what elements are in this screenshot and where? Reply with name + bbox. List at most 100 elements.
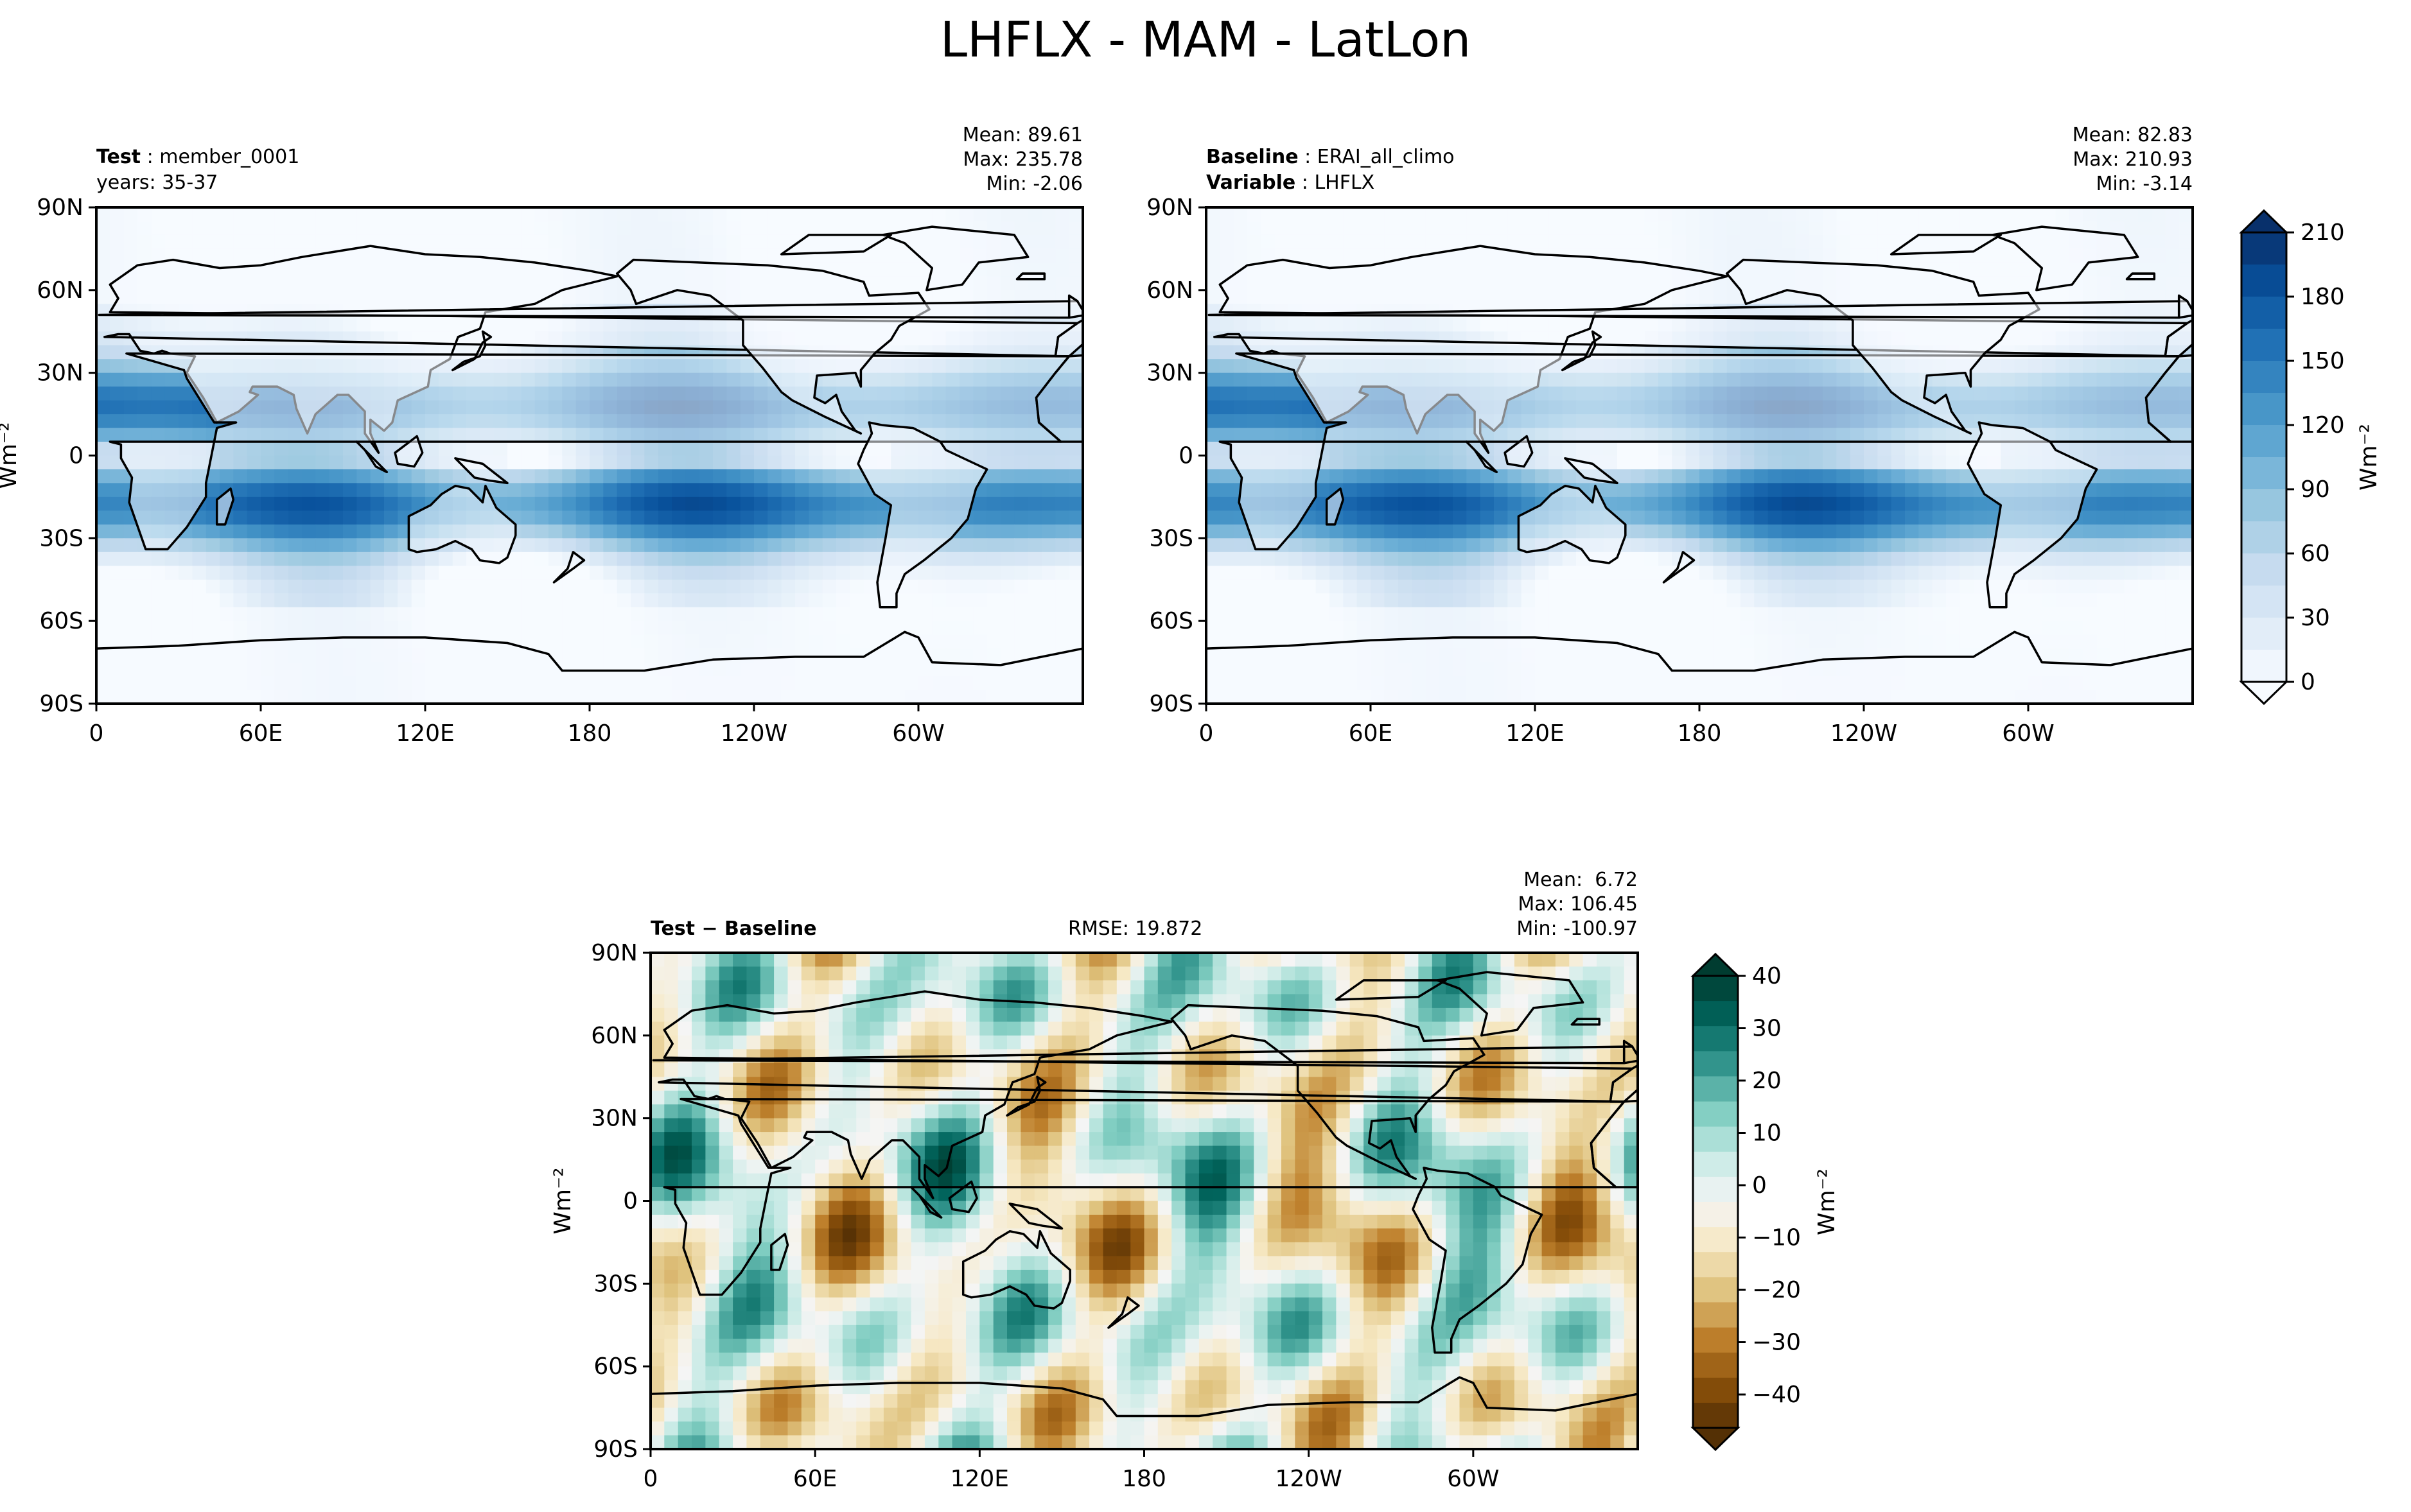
colorbar-segment — [2241, 457, 2286, 490]
colorbar-segment — [1693, 1227, 1738, 1253]
lat-tick-label: 90S — [1149, 691, 1193, 717]
lon-tick-label: 60E — [1349, 720, 1393, 747]
lat-tick-label: 0 — [623, 1188, 638, 1215]
baseline-min: Min: -3.14 — [2096, 173, 2193, 195]
lon-tick-label: 60W — [1447, 1466, 1499, 1492]
colorbar-tick-label: 10 — [1752, 1120, 1782, 1147]
coast-nz-wrap — [2096, 1298, 2126, 1328]
test-min: Min: -2.06 — [986, 173, 1083, 195]
lon-tick-label: 0 — [1199, 720, 1214, 747]
coast-africa — [663, 1097, 1626, 1296]
lat-tick-label: 90N — [591, 940, 638, 966]
lon-tick-label: 60W — [2002, 720, 2054, 747]
colorbar-tick-label: −30 — [1752, 1330, 1801, 1356]
coast-antarctica — [96, 630, 1083, 704]
colorbar-segment — [2241, 521, 2286, 554]
colorbar-segment — [1693, 1277, 1738, 1303]
colorbar-tick-label: 180 — [2301, 284, 2345, 310]
colorbar-segment — [1693, 1327, 1738, 1353]
colorbar-segment — [1693, 1126, 1738, 1152]
test-mean: Mean: 89.61 — [962, 124, 1083, 146]
colorbar-segment — [1693, 1252, 1738, 1278]
coast-iceland-wrap — [2125, 272, 2156, 281]
coast-arcticcan — [780, 234, 893, 256]
rmse-label: RMSE: 19.872 — [1068, 917, 1203, 940]
coast-sumatra-wrap — [1898, 1187, 1929, 1217]
ylabel-test: Wm⁻² — [0, 422, 22, 489]
colorbar-frame — [1692, 975, 1739, 1429]
coastlines-baseline — [1206, 225, 2193, 704]
lat-tick-label: 90S — [593, 1436, 638, 1463]
colorbar-tick-label: 90 — [2301, 476, 2330, 503]
colorbar-baseline: 210 180 150 120 90 60 30 0 Wm⁻² — [2239, 209, 2382, 706]
coast-newguinea — [454, 457, 509, 485]
test-years-label: years: 35-37 — [96, 171, 218, 194]
lat-tick-label: 90S — [39, 691, 83, 717]
coast-australia — [961, 1230, 1071, 1310]
colorbar-tick-label: 120 — [2301, 412, 2345, 439]
test-label: Test : member_0001 — [96, 146, 300, 168]
coast-borneo — [948, 1180, 978, 1213]
coast-borneo — [394, 435, 424, 468]
lat-tick-label: 0 — [1179, 443, 1193, 469]
colorbar-segment — [2241, 618, 2286, 650]
colorbar-label: Wm⁻² — [1814, 1169, 1840, 1235]
coast-australia — [407, 484, 517, 564]
coast-northamerica — [1170, 1004, 1486, 1180]
coast-eurasia-wrap — [1054, 318, 1083, 358]
coast-madagascar — [770, 1233, 789, 1271]
diff-mean: Mean: 6.72 — [1523, 869, 1638, 891]
coast-uk-wrap — [1622, 1039, 1638, 1064]
lat-tick-label: 30S — [39, 525, 83, 552]
coast-sumatra — [355, 440, 389, 474]
colorbar-segment — [1693, 1151, 1738, 1177]
lat-tick-label: 0 — [69, 443, 83, 469]
coast-borneo — [1504, 435, 1534, 468]
lon-tick-label: 60E — [793, 1466, 837, 1492]
colorbar-tick-label: 30 — [2301, 605, 2330, 631]
coast-japan — [1561, 330, 1602, 372]
colorbar-segment — [1693, 1001, 1738, 1027]
colorbar-segment — [1693, 1101, 1738, 1127]
coast-madagascar — [1325, 487, 1345, 526]
colorbar-tick-label: 60 — [2301, 541, 2330, 567]
colorbar-segment — [2241, 586, 2286, 618]
colorbar-label: Wm⁻² — [2356, 424, 2382, 491]
lon-tick-label: 180 — [1122, 1466, 1166, 1492]
coast-greenland — [1436, 971, 1584, 1037]
lat-tick-label: 30N — [37, 360, 83, 387]
coastlines-test — [96, 225, 1083, 704]
colorbar-extend-bottom — [2239, 681, 2289, 706]
lon-tick-label: 0 — [644, 1466, 658, 1492]
coast-japan — [1006, 1075, 1047, 1117]
coast-africa-wrap — [2144, 354, 2193, 443]
coast-southamerica — [1412, 1167, 1543, 1354]
coast-uk-wrap — [1067, 294, 1083, 319]
colorbar-segment — [1693, 1352, 1738, 1378]
colorbar-tick-label: 30 — [1752, 1016, 1782, 1042]
colorbar-segment — [1693, 1051, 1738, 1077]
lat-tick-label: 90N — [37, 195, 83, 221]
lon-tick-label: 60E — [239, 720, 283, 747]
coast-sumatra — [909, 1186, 943, 1219]
baseline-max: Max: 210.93 — [2073, 148, 2193, 171]
coast-japan — [451, 330, 493, 372]
lat-tick-label: 60N — [1146, 277, 1193, 304]
lon-tick-label: 120E — [951, 1466, 1009, 1492]
colorbar-extend-top — [2239, 209, 2289, 234]
map-field-baseline — [1206, 207, 2193, 704]
lon-tick-label: 120E — [1505, 720, 1564, 747]
colorbar-segment — [2241, 553, 2286, 586]
coast-eurasia — [658, 990, 1634, 1199]
lat-tick-label: 30N — [591, 1106, 638, 1132]
coast-newguinea — [1564, 457, 1618, 485]
coast-newguinea-wrap — [1997, 1204, 2049, 1229]
colorbar-tick-label: −10 — [1752, 1225, 1801, 1251]
colorbar-segment — [2241, 361, 2286, 394]
coast-southamerica — [857, 421, 988, 609]
colorbar-tick-label: 0 — [2301, 669, 2315, 695]
coast-northamerica-wrap — [2159, 1005, 2411, 1179]
coast-newguinea — [1008, 1203, 1064, 1230]
